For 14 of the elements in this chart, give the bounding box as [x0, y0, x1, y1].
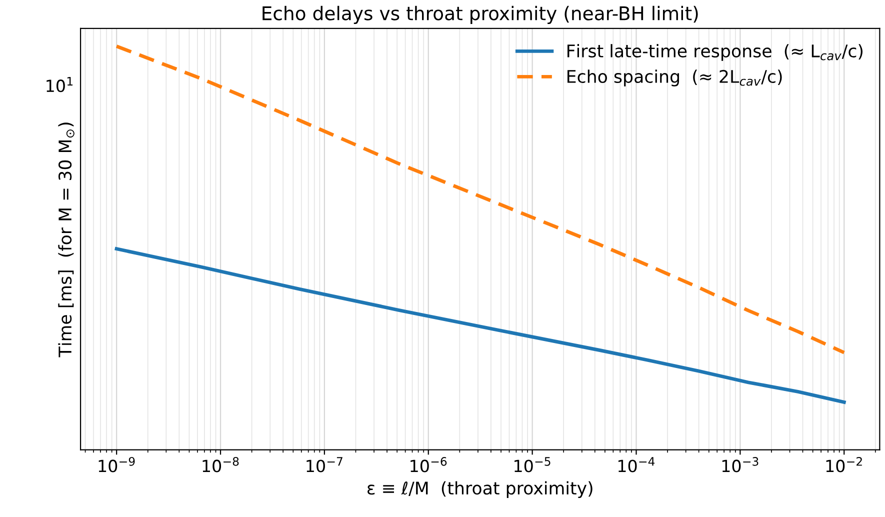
x-tick-label: 10$^{−4}$ [618, 457, 655, 472]
legend-label: First late-time response (≈ L$_{cav}$/c) [568, 44, 862, 61]
x-tick-label: 10$^{−6}$ [410, 457, 447, 472]
y-axis-title: Time [ms] (for M = 30 M$_{⊙}$) [58, 122, 74, 358]
chart-title: Echo delays vs throat proximity (near-BH limit) [262, 6, 698, 24]
legend-label: Echo spacing (≈ 2L$_{cav}$/c) [568, 70, 782, 86]
text: 10$^{1}$ [46, 77, 73, 92]
x-tick-label: 10$^{−5}$ [514, 457, 550, 472]
x-tick-label: 10$^{−8}$ [202, 457, 239, 472]
x-tick-label: 10$^{−3}$ [722, 457, 758, 472]
x-axis-title: ε ≡ ℓ/M (throat proximity) [368, 481, 592, 498]
x-tick-label: 10$^{−9}$ [98, 457, 135, 472]
x-tick-label: 10$^{−2}$ [826, 457, 862, 472]
x-tick-label: 10$^{−7}$ [306, 457, 342, 472]
